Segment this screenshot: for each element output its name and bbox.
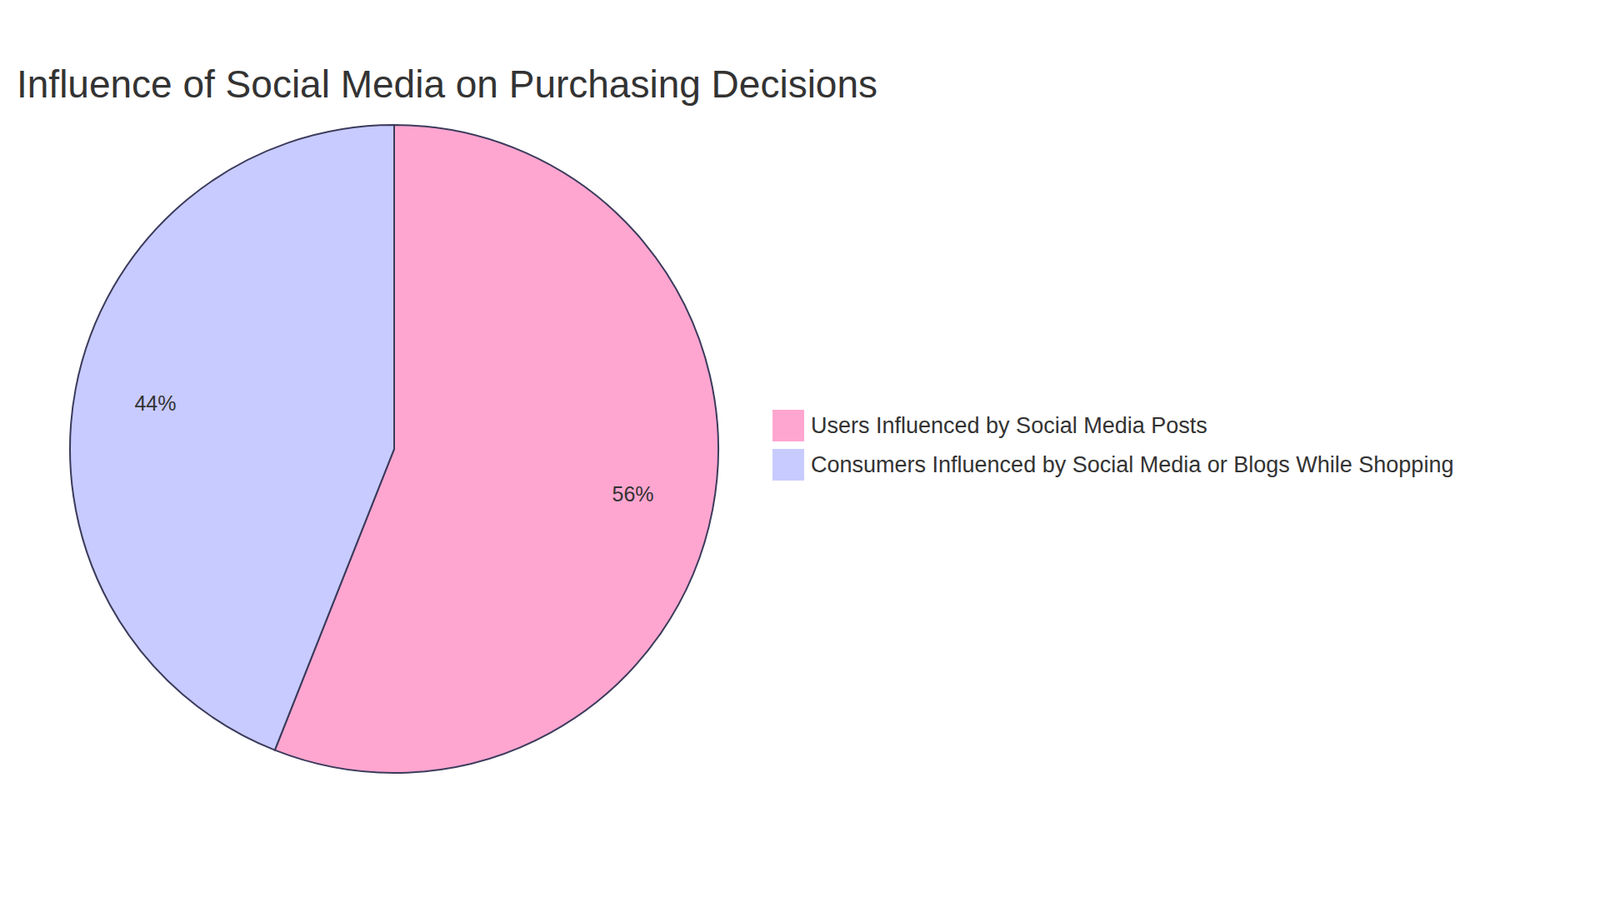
- legend-label: Consumers Influenced by Social Media or …: [810, 452, 1454, 478]
- legend-item: Users Influenced by Social Media Posts: [772, 410, 1208, 442]
- data-label: 56%: [612, 482, 655, 506]
- legend-swatch: [772, 410, 805, 442]
- pie-slice: [70, 125, 395, 751]
- legend-swatch: [772, 449, 805, 481]
- legend: Users Influenced by Social Media Posts Co…: [772, 410, 1454, 481]
- chart-title: Influence of Social Media on Purchasing …: [16, 62, 878, 106]
- chart: Influence of Social Media on Purchasing …: [0, 0, 1600, 902]
- data-label: 44%: [134, 391, 176, 415]
- legend-item: Consumers Influenced by Social Media or …: [772, 449, 1454, 481]
- legend-label: Users Influenced by Social Media Posts: [810, 413, 1208, 439]
- data-labels: 56% 44%: [134, 391, 654, 506]
- pie: [70, 125, 719, 774]
